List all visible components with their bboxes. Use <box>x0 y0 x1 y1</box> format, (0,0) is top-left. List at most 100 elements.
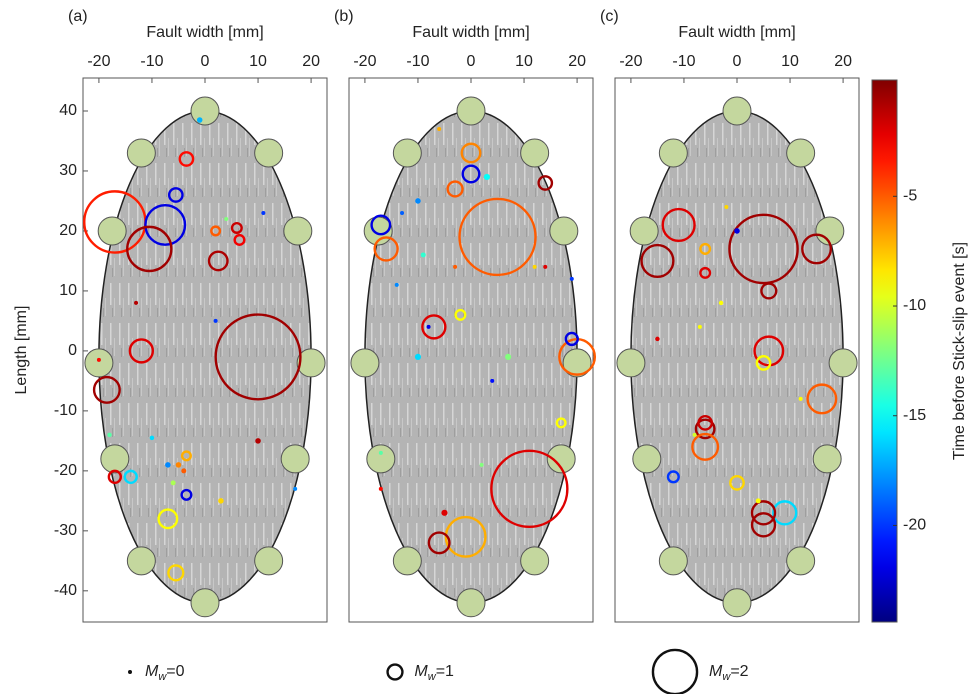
clamp <box>85 349 113 377</box>
event <box>181 468 186 473</box>
clamp <box>284 217 312 245</box>
event <box>570 277 574 281</box>
event <box>400 211 404 215</box>
clamp <box>787 547 815 575</box>
event <box>799 397 803 401</box>
event <box>171 480 176 485</box>
event <box>427 325 431 329</box>
clamp <box>98 217 126 245</box>
event <box>255 438 261 444</box>
clamp <box>101 445 129 473</box>
clamp <box>723 589 751 617</box>
legend-label: Mw=2 <box>709 663 749 683</box>
event <box>415 198 421 204</box>
y-tick-label: 10 <box>59 282 77 299</box>
legend-value: 1 <box>445 663 454 680</box>
y-tick-label: -10 <box>54 402 77 419</box>
colorbar-tick-label: -15 <box>903 407 926 424</box>
event <box>395 283 399 287</box>
clamp <box>829 349 857 377</box>
clamp <box>630 217 658 245</box>
event <box>293 487 297 491</box>
x-tick-label: -20 <box>353 53 376 70</box>
event <box>218 498 224 504</box>
event <box>379 451 383 455</box>
event <box>165 462 171 468</box>
x-tick-label: -10 <box>140 53 163 70</box>
x-tick-label: -20 <box>87 53 110 70</box>
y-tick-label: 20 <box>59 222 77 239</box>
clamp <box>393 547 421 575</box>
colorbar-tick-label: -5 <box>903 188 917 205</box>
event <box>719 301 723 305</box>
clamp <box>787 139 815 167</box>
x-tick-label: 0 <box>467 53 476 70</box>
event <box>197 117 203 123</box>
clamp <box>723 97 751 125</box>
event <box>421 252 426 257</box>
y-tick-label: 40 <box>59 102 77 119</box>
clamp <box>550 217 578 245</box>
panel: (a) Fault width [mm] Length [mm] -20 -10 0 10 2… <box>13 8 327 622</box>
clamp <box>351 349 379 377</box>
legend-marker <box>128 670 132 674</box>
event <box>379 487 383 491</box>
specimen <box>365 111 577 603</box>
x-tick-label: -20 <box>619 53 642 70</box>
event <box>107 433 111 437</box>
legend-label: Mw=1 <box>414 663 454 683</box>
clamp <box>816 217 844 245</box>
event <box>756 498 761 503</box>
x-axis-label: Fault width [mm] <box>146 24 263 41</box>
clamp <box>521 547 549 575</box>
legend-value: 2 <box>740 663 749 680</box>
clamp <box>659 139 687 167</box>
clamp <box>617 349 645 377</box>
clamp <box>191 589 219 617</box>
clamp <box>521 139 549 167</box>
x-axis-label: Fault width [mm] <box>678 24 795 41</box>
x-tick-label: 0 <box>733 53 742 70</box>
event <box>480 463 484 467</box>
panel: (c)Fault width [mm]-20-1001020 <box>600 8 859 622</box>
legend-marker <box>388 665 403 680</box>
clamp <box>659 547 687 575</box>
event <box>734 228 740 234</box>
x-tick-label: 0 <box>201 53 210 70</box>
event <box>693 433 697 437</box>
y-tick-label: -20 <box>54 462 77 479</box>
event <box>655 337 659 341</box>
figure: (a)Fault width [mm]Length [mm]-20-100102… <box>0 0 973 694</box>
colorbar <box>872 80 897 622</box>
event <box>150 436 154 440</box>
legend-symbol: M <box>145 663 159 680</box>
colorbar-label: Time before Stick-slip event [s] <box>951 242 968 460</box>
x-tick-label: 10 <box>515 53 533 70</box>
legend-label: Mw=0 <box>145 663 185 683</box>
x-axis-label: Fault width [mm] <box>412 24 529 41</box>
specimen <box>631 111 843 603</box>
legend-sign: = <box>166 663 175 680</box>
event <box>698 325 702 329</box>
x-tick-label: 10 <box>781 53 799 70</box>
y-axis-label: Length [mm] <box>13 306 30 395</box>
panel-label: (a) <box>68 8 88 25</box>
clamp <box>813 445 841 473</box>
event <box>484 174 490 180</box>
event <box>724 205 728 209</box>
event <box>134 301 138 305</box>
y-tick-label: -30 <box>54 522 77 539</box>
x-tick-label: 20 <box>302 53 320 70</box>
event <box>453 265 457 269</box>
clamp <box>633 445 661 473</box>
panel-label: (c) <box>600 8 619 25</box>
legend-sign: = <box>730 663 739 680</box>
x-tick-label: 10 <box>249 53 267 70</box>
clamp <box>457 589 485 617</box>
clamp <box>191 97 219 125</box>
event <box>176 462 182 468</box>
y-tick-label: -40 <box>54 582 77 599</box>
clamp <box>127 139 155 167</box>
legend-value: 0 <box>176 663 185 680</box>
